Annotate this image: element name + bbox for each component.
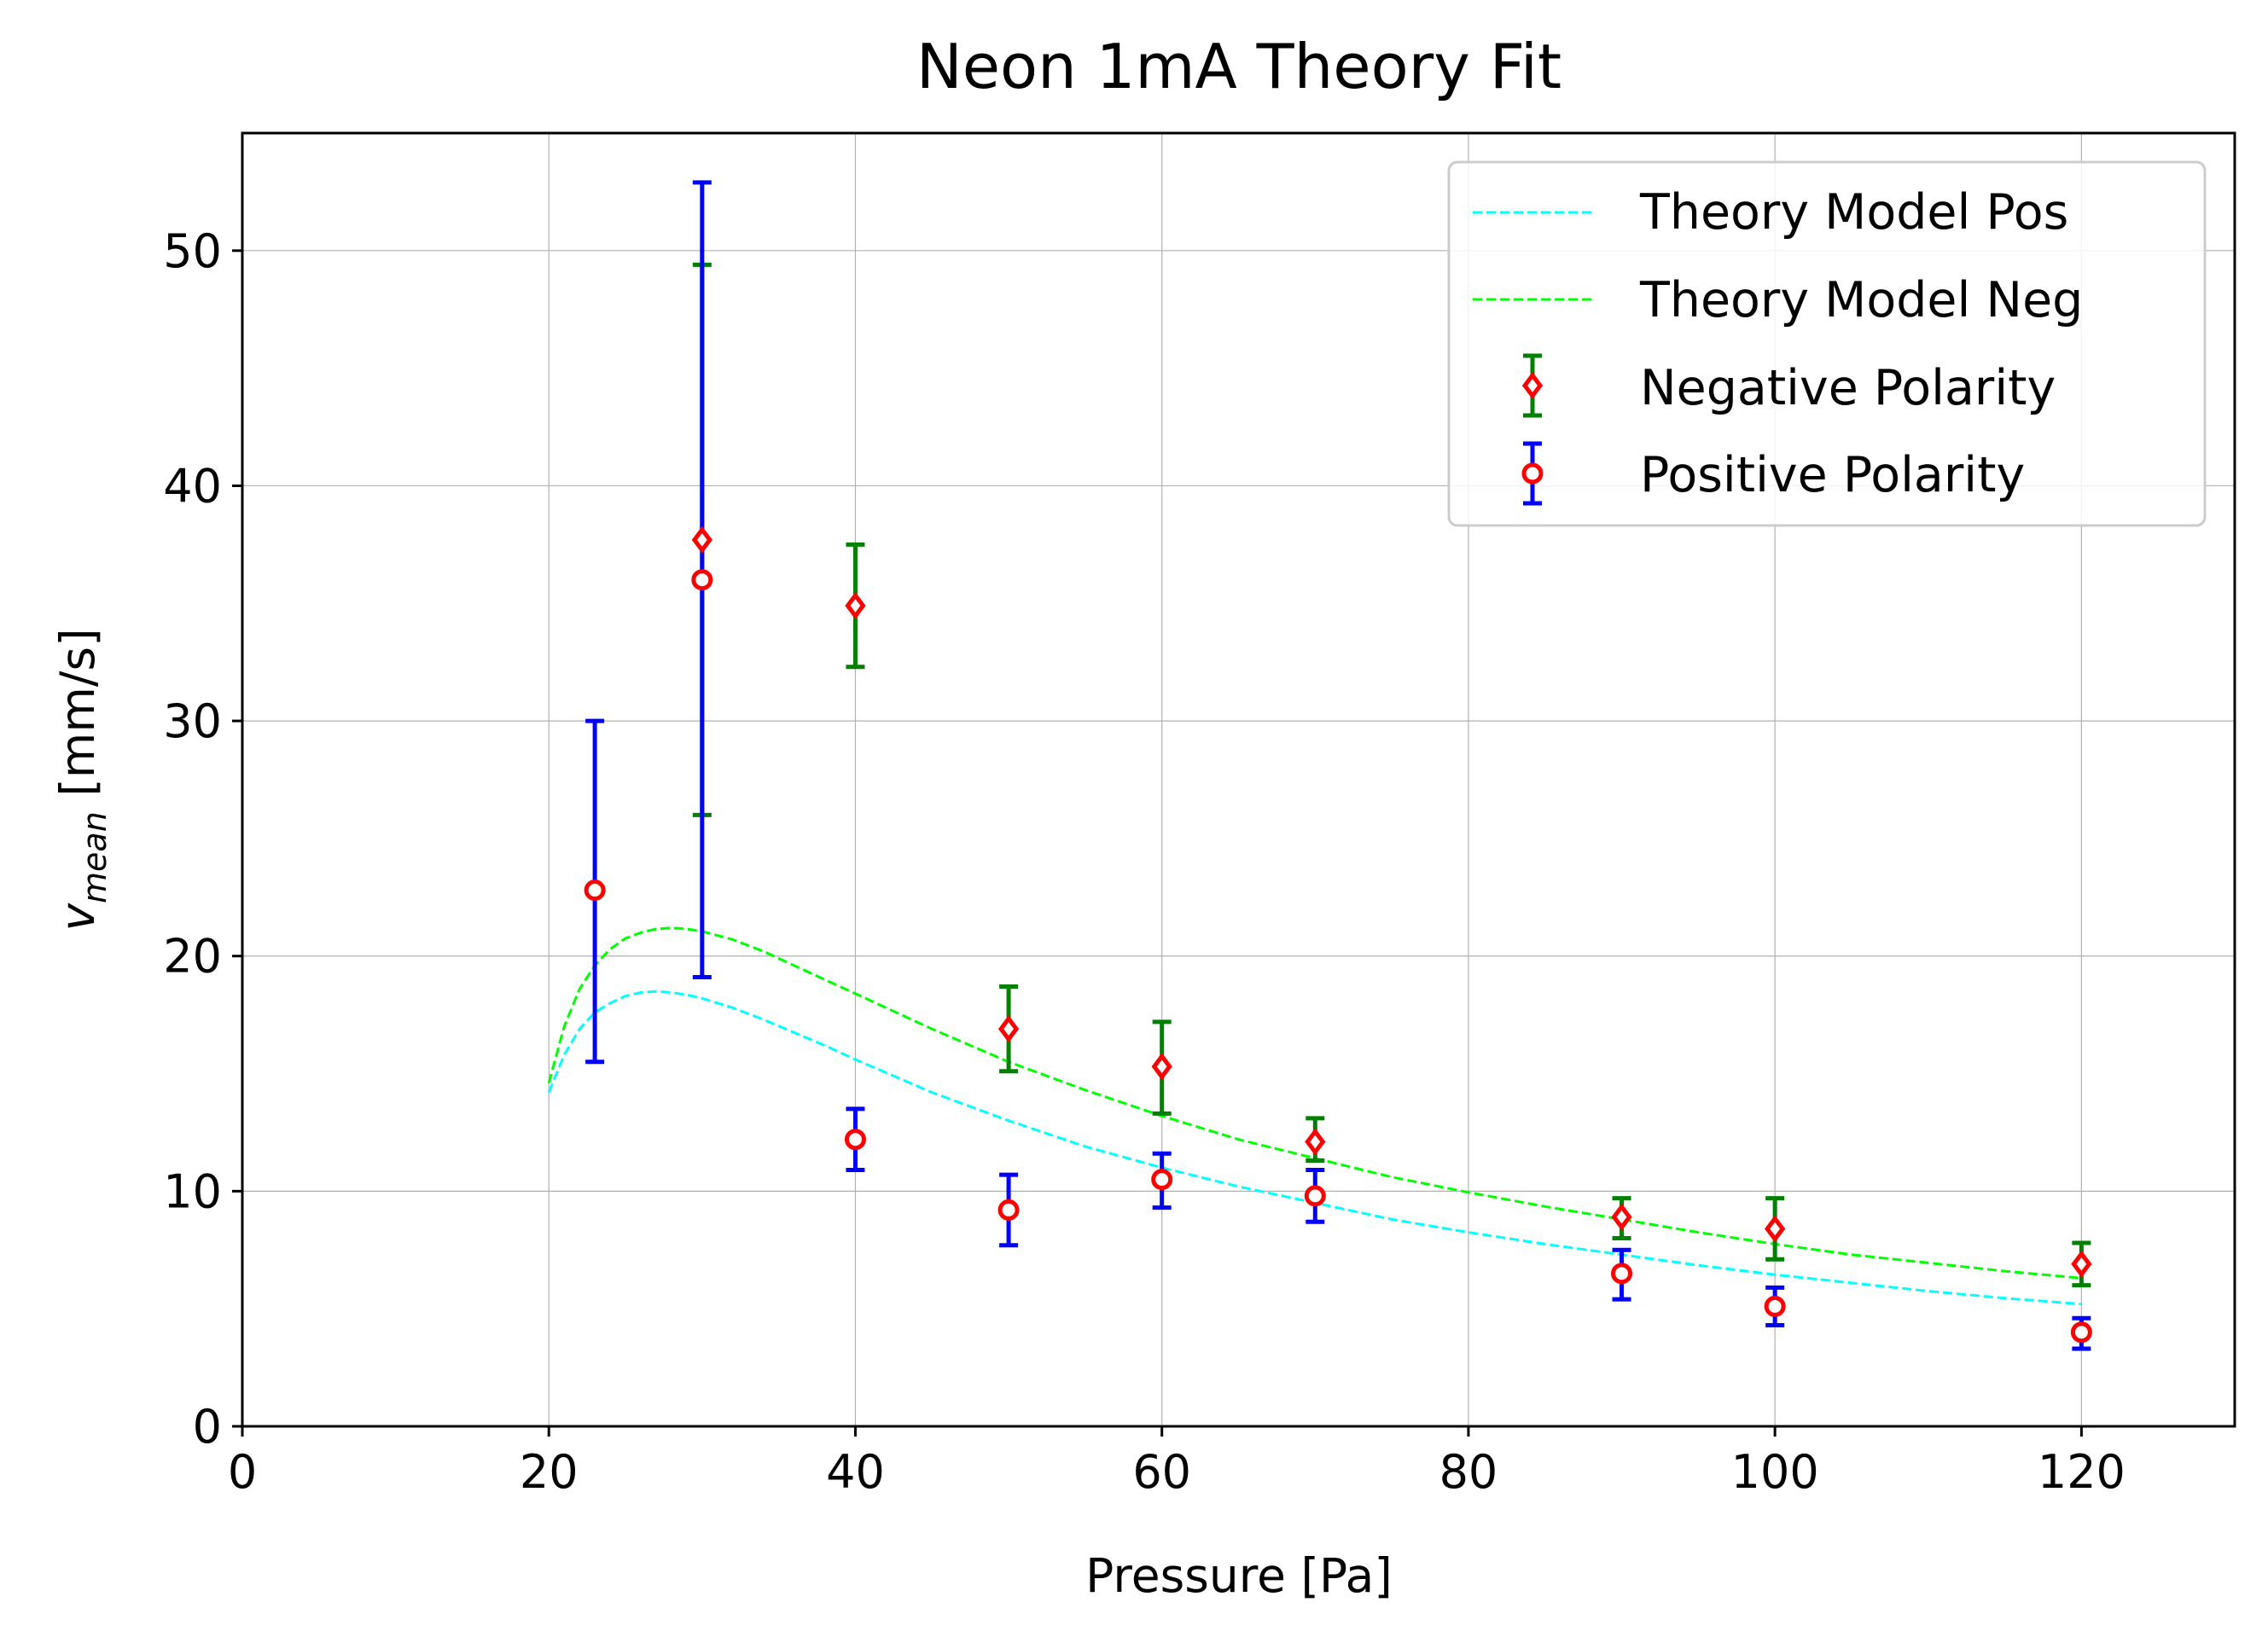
theory-lines [547,926,2082,1306]
positive-polarity-point [1151,1169,1173,1191]
positive-polarity-point [1764,1295,1786,1317]
legend-label-theory-pos: Theory Model Pos [1639,184,2068,241]
y-tick-label: 50 [163,224,222,278]
positive-polarity-point [2070,1321,2092,1344]
negative-polarity-point [2071,1250,2092,1278]
x-tick-label: 60 [1132,1445,1191,1499]
positive-polarity-point [691,569,713,591]
legend-swatch-positive [1521,441,1544,506]
legend-pos-marker [1521,462,1544,485]
negative-polarity-point [1765,1215,1786,1243]
x-tick-label: 40 [826,1445,885,1499]
legend-label-positive: Positive Polarity [1640,447,2025,503]
theory-model-neg-line [547,926,2082,1280]
x-axis-label: Pressure [Pa] [1085,1548,1393,1603]
y-axis-ticks: 0 10 20 30 40 50 [163,224,242,1454]
plot-frame [241,131,2236,1428]
chart-title: Neon 1mA Theory Fit [916,31,1561,102]
x-tick-label: 120 [2038,1445,2126,1499]
y-tick-label: 30 [163,694,222,748]
legend-swatch-negative [1521,353,1544,418]
legend-neg-marker [1521,371,1544,400]
negative-polarity-point [845,591,866,620]
x-tick-label: 100 [1731,1445,1819,1499]
x-tick-label: 20 [520,1445,579,1499]
y-tick-label: 10 [163,1164,222,1218]
x-tick-label: 80 [1439,1445,1498,1499]
x-axis-ticks: 0 20 40 60 80 100 120 [228,1426,2126,1499]
data-points [584,180,2092,1351]
negative-polarity-point [1151,1053,1172,1081]
y-axis-label-sub: mean [76,811,113,903]
positive-polarity-point [1611,1263,1633,1285]
x-tick-label: 0 [228,1445,257,1499]
legend-label-negative: Negative Polarity [1640,360,2056,416]
y-axis-label-unit: [mm/s] [50,628,105,811]
negative-polarity-point [1611,1203,1632,1231]
y-tick-label: 20 [163,930,222,984]
y-tick-label: 40 [163,459,222,513]
y-tick-label: 0 [193,1400,222,1454]
legend: Theory Model Pos Theory Model Neg Negati… [1447,160,2207,527]
negative-polarity-point [1305,1128,1326,1156]
y-axis-label: vmean [mm/s] [50,628,113,931]
negative-polarity-point [691,525,712,554]
legend-box [1447,160,2207,527]
positive-polarity-point [844,1129,866,1151]
negative-polarity-point [997,1015,1020,1043]
legend-label-theory-neg: Theory Model Neg [1639,272,2083,328]
theory-model-pos-line [547,990,2082,1306]
y-axis-label-main: v [50,903,105,932]
positive-polarity-point [997,1199,1020,1221]
positive-polarity-point [584,880,606,902]
positive-polarity-point [1304,1185,1326,1207]
